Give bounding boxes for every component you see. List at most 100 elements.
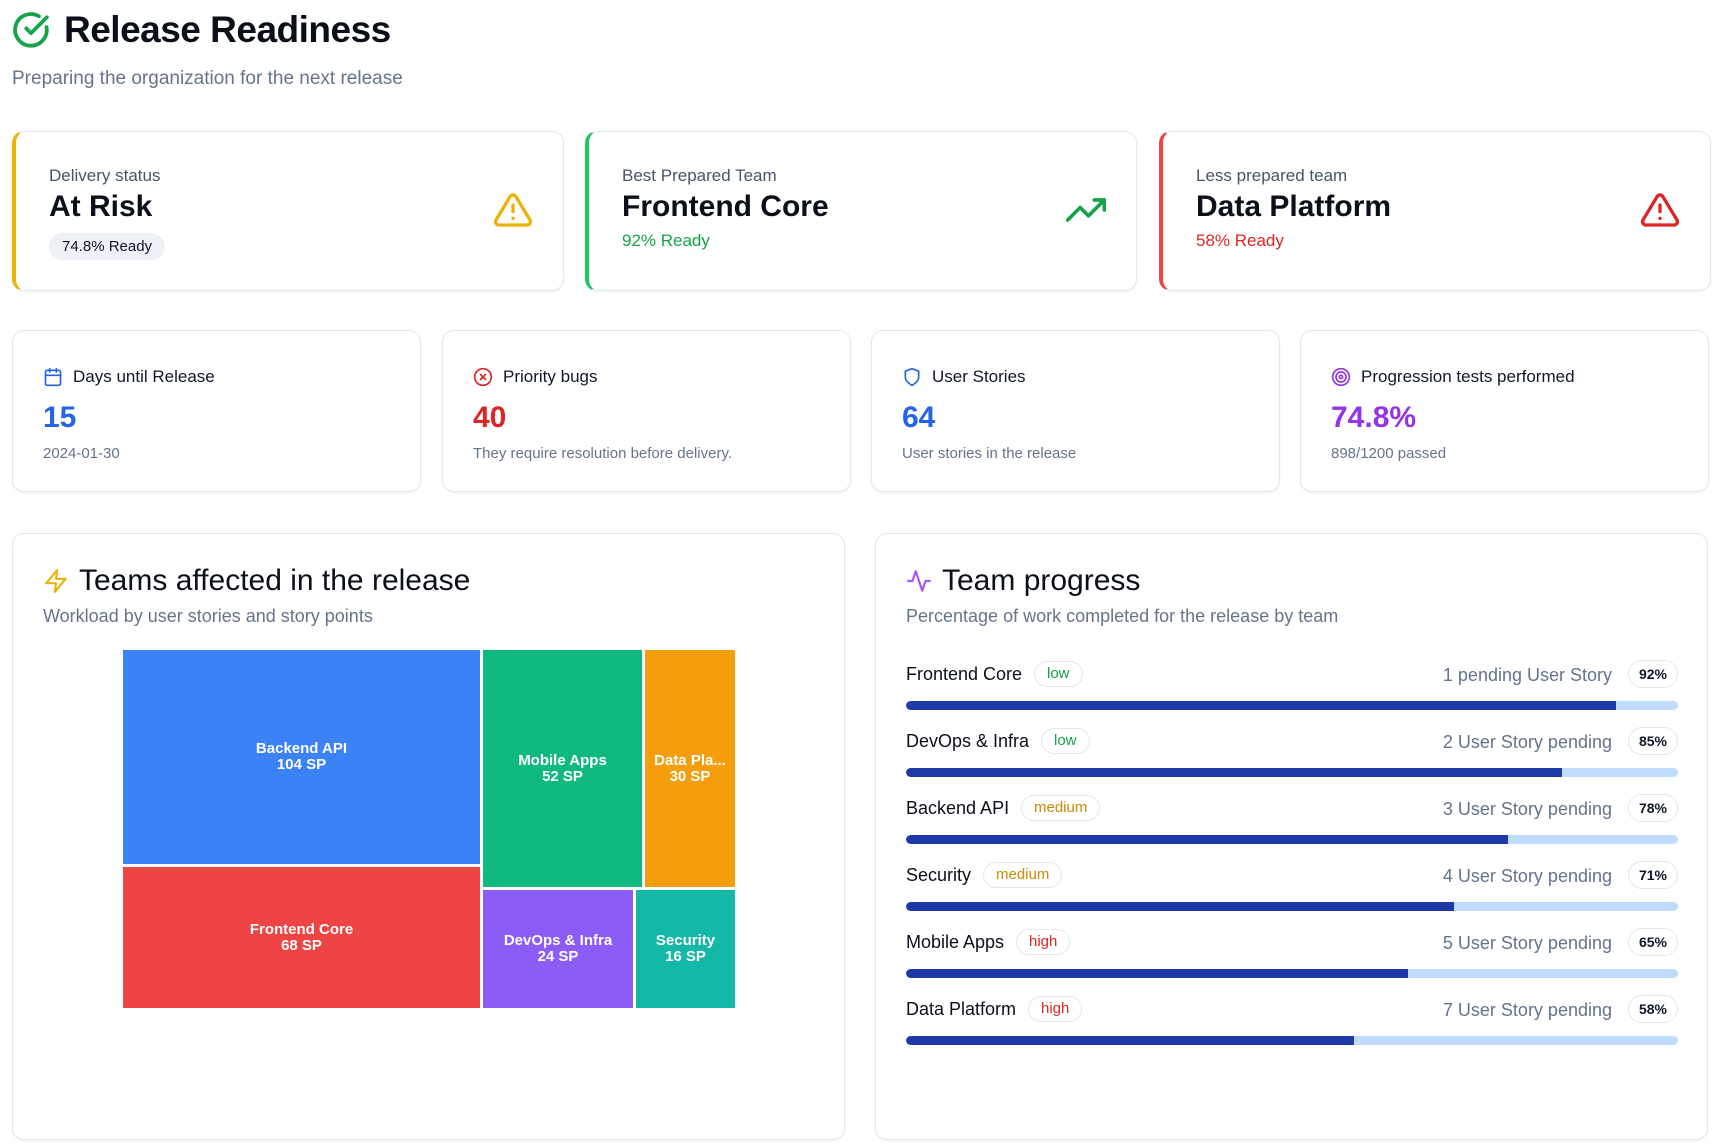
- metric-label: User Stories: [932, 367, 1026, 386]
- team-name: DevOps & Infra: [906, 731, 1030, 751]
- metric-sub: 2024-01-30: [43, 445, 120, 462]
- treemap-cell-value: 24 SP: [537, 948, 579, 965]
- progress-fill: [906, 768, 1563, 777]
- alert-triangle-icon: [1640, 193, 1680, 227]
- priority-badge: high: [1016, 929, 1071, 955]
- percent-badge: 71%: [1627, 861, 1678, 889]
- treemap-cell[interactable]: Frontend Core 68 SP: [123, 867, 480, 1008]
- priority-badge: medium: [1021, 795, 1101, 821]
- warning-triangle-icon: [493, 193, 533, 227]
- treemap-cell-value: 68 SP: [281, 936, 322, 954]
- card-value: Data Platform: [1196, 190, 1392, 223]
- treemap-cell[interactable]: Mobile Apps 52 SP: [483, 650, 642, 887]
- user-stories-card: User Stories 64 User stories in the rele…: [871, 330, 1280, 492]
- pending-stories: 1 pending User Story: [1442, 665, 1612, 685]
- priority-bugs-card: Priority bugs 40 They require resolution…: [442, 330, 851, 492]
- priority-badge: low: [1041, 728, 1090, 754]
- metric-value: 74.8%: [1331, 401, 1417, 434]
- card-value: Frontend Core: [622, 190, 829, 223]
- pending-stories: 4 User Story pending: [1442, 866, 1612, 886]
- treemap-cell-value: 16 SP: [665, 948, 706, 965]
- metric-value: 64: [902, 401, 936, 434]
- metric-label: Priority bugs: [503, 367, 598, 386]
- treemap-cell-name: DevOps & Infra: [503, 932, 613, 949]
- activity-icon: [907, 570, 931, 592]
- progress-row: DevOps & Infra low 2 User Story pending 85%: [906, 725, 1678, 777]
- readiness-badge: 74.8% Ready: [49, 233, 166, 260]
- treemap-cell[interactable]: DevOps & Infra 24 SP: [483, 890, 633, 1008]
- progress-track: [906, 701, 1678, 710]
- treemap-cell-value: 30 SP: [669, 767, 711, 785]
- progress-fill: [906, 835, 1509, 844]
- card-label: Best Prepared Team: [622, 166, 777, 185]
- teams-affected-panel: Teams affected in the release Workload b…: [12, 533, 845, 1140]
- treemap-cell[interactable]: Security 16 SP: [636, 890, 735, 1008]
- team-name: Backend API: [906, 798, 1010, 818]
- progress-track: [906, 969, 1678, 978]
- percent-badge: 78%: [1627, 794, 1678, 822]
- progress-row: Mobile Apps high 5 User Story pending 65%: [906, 926, 1678, 978]
- panel-title: Teams affected in the release: [79, 564, 471, 597]
- check-circle-icon: [13, 12, 49, 48]
- team-name: Frontend Core: [906, 664, 1023, 684]
- treemap-cell-name: Backend API: [255, 740, 348, 757]
- panel-subtitle: Workload by user stories and story point…: [43, 606, 373, 626]
- treemap-cell-name: Data Pla...: [654, 751, 726, 769]
- page-header: Release Readiness Preparing the organiza…: [12, 6, 812, 90]
- page-title: Release Readiness: [64, 9, 391, 50]
- delivery-status-card: Delivery status At Risk 74.8% Ready: [12, 131, 564, 291]
- progress-row: Backend API medium 3 User Story pending 78%: [906, 792, 1678, 844]
- progress-fill: [906, 969, 1408, 978]
- page-subtitle: Preparing the organization for the next …: [12, 68, 403, 89]
- metric-label: Days until Release: [73, 367, 215, 386]
- metric-sub: 898/1200 passed: [1331, 445, 1447, 462]
- metric-value: 15: [43, 401, 77, 434]
- days-until-release-card: Days until Release 15 2024-01-30: [12, 330, 421, 492]
- calendar-icon: [44, 367, 62, 387]
- pending-stories: 2 User Story pending: [1442, 732, 1612, 752]
- trending-up-icon: [1066, 198, 1106, 222]
- percent-badge: 85%: [1627, 727, 1678, 755]
- progress-track: [906, 1036, 1678, 1045]
- treemap-cell-value: 104 SP: [276, 756, 327, 773]
- card-value: At Risk: [49, 190, 153, 223]
- progress-fill: [906, 1036, 1354, 1045]
- progression-tests-card: Progression tests performed 74.8% 898/12…: [1300, 330, 1709, 492]
- percent-badge: 65%: [1627, 928, 1678, 956]
- shield-icon: [904, 367, 920, 387]
- card-label: Delivery status: [49, 166, 161, 185]
- percent-badge: 92%: [1627, 660, 1678, 688]
- progress-track: [906, 902, 1678, 911]
- team-progress-panel: Team progress Percentage of work complet…: [875, 533, 1708, 1140]
- percent-badge: 58%: [1627, 995, 1678, 1023]
- best-team-card: Best Prepared Team Frontend Core 92% Rea…: [585, 131, 1137, 291]
- treemap-cell-name: Frontend Core: [249, 920, 354, 938]
- target-icon: [1331, 367, 1351, 387]
- priority-badge: low: [1034, 661, 1083, 687]
- card-readiness: 92% Ready: [622, 231, 710, 250]
- pending-stories: 5 User Story pending: [1442, 933, 1612, 953]
- progress-fill: [906, 902, 1455, 911]
- progress-row: Security medium 4 User Story pending 71%: [906, 859, 1678, 911]
- card-readiness: 58% Ready: [1196, 231, 1284, 250]
- card-label: Less prepared team: [1196, 166, 1348, 185]
- pending-stories: 7 User Story pending: [1442, 1000, 1612, 1020]
- x-circle-icon: [473, 367, 493, 387]
- team-name: Security: [906, 865, 972, 885]
- less-prepared-team-card: Less prepared team Data Platform 58% Rea…: [1159, 131, 1711, 291]
- progress-track: [906, 768, 1678, 777]
- treemap-cell[interactable]: Backend API 104 SP: [123, 650, 480, 864]
- metric-sub: They require resolution before delivery.: [473, 445, 733, 462]
- priority-badge: medium: [983, 862, 1063, 888]
- pending-stories: 3 User Story pending: [1442, 799, 1612, 819]
- treemap-cell-value: 52 SP: [542, 767, 583, 785]
- treemap-cell[interactable]: Data Pla... 30 SP: [645, 650, 735, 887]
- panel-title: Team progress: [942, 564, 1141, 597]
- treemap-cell-name: Security: [655, 932, 716, 949]
- progress-row: Data Platform high 7 User Story pending 58%: [906, 993, 1678, 1045]
- lightning-icon: [45, 569, 67, 593]
- priority-badge: high: [1028, 996, 1083, 1022]
- treemap-cell-name: Mobile Apps: [518, 751, 607, 769]
- progress-track: [906, 835, 1678, 844]
- team-name: Data Platform: [906, 999, 1017, 1019]
